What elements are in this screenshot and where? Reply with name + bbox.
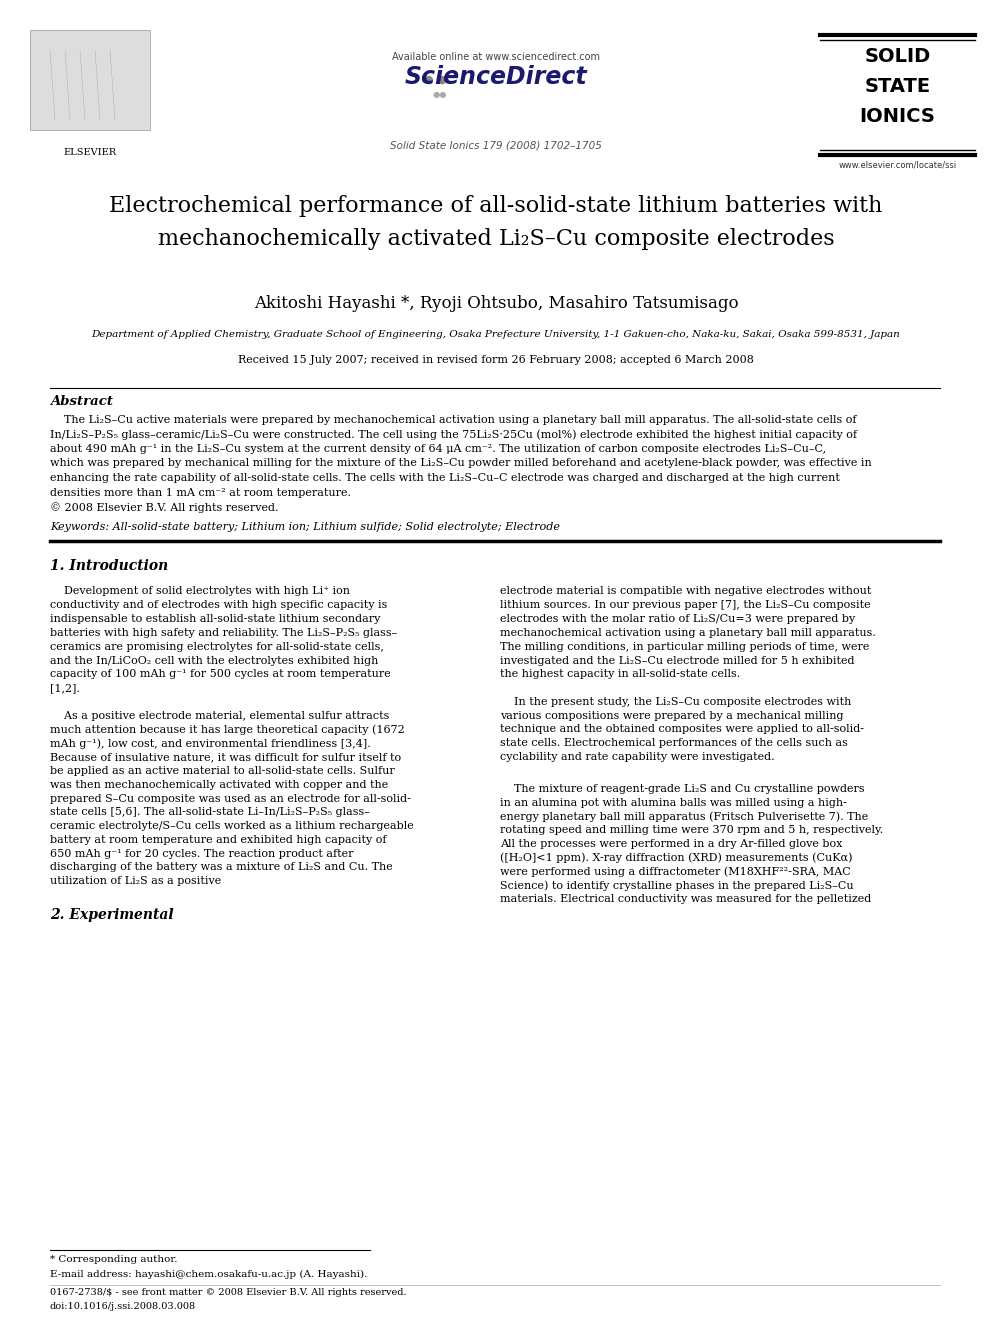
Bar xyxy=(30,30,150,130)
Text: electrode material is compatible with negative electrodes without: electrode material is compatible with ne… xyxy=(500,586,871,597)
Text: Keywords: All-solid-state battery; Lithium ion; Lithium sulfide; Solid electroly: Keywords: All-solid-state battery; Lithi… xyxy=(50,523,560,532)
Text: rotating speed and milling time were 370 rpm and 5 h, respectively.: rotating speed and milling time were 370… xyxy=(500,826,883,835)
Text: much attention because it has large theoretical capacity (1672: much attention because it has large theo… xyxy=(50,725,405,736)
Text: which was prepared by mechanical milling for the mixture of the Li₂S–Cu powder m: which was prepared by mechanical milling… xyxy=(50,459,872,468)
Text: battery at room temperature and exhibited high capacity of: battery at room temperature and exhibite… xyxy=(50,835,387,845)
Text: ●●: ●● xyxy=(433,90,447,99)
Text: and the In/LiCoO₂ cell with the electrolytes exhibited high: and the In/LiCoO₂ cell with the electrol… xyxy=(50,655,378,665)
Text: In the present study, the Li₂S–Cu composite electrodes with: In the present study, the Li₂S–Cu compos… xyxy=(500,697,851,706)
Text: 1. Introduction: 1. Introduction xyxy=(50,558,169,573)
Text: about 490 mAh g⁻¹ in the Li₂S–Cu system at the current density of 64 μA cm⁻². Th: about 490 mAh g⁻¹ in the Li₂S–Cu system … xyxy=(50,445,826,454)
Text: SOLID: SOLID xyxy=(864,48,930,66)
Text: Available online at www.sciencedirect.com: Available online at www.sciencedirect.co… xyxy=(392,52,600,62)
Text: be applied as an active material to all-solid-state cells. Sulfur: be applied as an active material to all-… xyxy=(50,766,395,775)
Text: technique and the obtained composites were applied to all-solid-: technique and the obtained composites we… xyxy=(500,725,864,734)
Text: Department of Applied Chemistry, Graduate School of Engineering, Osaka Prefectur: Department of Applied Chemistry, Graduat… xyxy=(91,329,901,339)
Text: enhancing the rate capability of all-solid-state cells. The cells with the Li₂S–: enhancing the rate capability of all-sol… xyxy=(50,474,840,483)
Text: Development of solid electrolytes with high Li⁺ ion: Development of solid electrolytes with h… xyxy=(50,586,350,597)
Text: Science) to identify crystalline phases in the prepared Li₂S–Cu: Science) to identify crystalline phases … xyxy=(500,881,854,892)
Text: The mixture of reagent-grade Li₂S and Cu crystalline powders: The mixture of reagent-grade Li₂S and Cu… xyxy=(500,785,865,794)
Text: ScienceDirect: ScienceDirect xyxy=(405,65,587,89)
Text: conductivity and of electrodes with high specific capacity is: conductivity and of electrodes with high… xyxy=(50,601,387,610)
Text: E-mail address: hayashi@chem.osakafu-u.ac.jp (A. Hayashi).: E-mail address: hayashi@chem.osakafu-u.a… xyxy=(50,1270,367,1279)
Text: mechanochemically activated Li₂S–Cu composite electrodes: mechanochemically activated Li₂S–Cu comp… xyxy=(158,228,834,250)
Text: [1,2].: [1,2]. xyxy=(50,683,80,693)
Text: prepared S–Cu composite was used as an electrode for all-solid-: prepared S–Cu composite was used as an e… xyxy=(50,794,411,803)
Text: IONICS: IONICS xyxy=(859,107,935,126)
Text: indispensable to establish all-solid-state lithium secondary: indispensable to establish all-solid-sta… xyxy=(50,614,380,624)
Text: ceramics are promising electrolytes for all-solid-state cells,: ceramics are promising electrolytes for … xyxy=(50,642,384,652)
Text: 0167-2738/$ - see front matter © 2008 Elsevier B.V. All rights reserved.: 0167-2738/$ - see front matter © 2008 El… xyxy=(50,1289,407,1297)
Text: © 2008 Elsevier B.V. All rights reserved.: © 2008 Elsevier B.V. All rights reserved… xyxy=(50,501,279,513)
Text: cyclability and rate capability were investigated.: cyclability and rate capability were inv… xyxy=(500,751,775,762)
Text: 650 mAh g⁻¹ for 20 cycles. The reaction product after: 650 mAh g⁻¹ for 20 cycles. The reaction … xyxy=(50,848,353,859)
Text: capacity of 100 mAh g⁻¹ for 500 cycles at room temperature: capacity of 100 mAh g⁻¹ for 500 cycles a… xyxy=(50,669,391,679)
Text: lithium sources. In our previous paper [7], the Li₂S–Cu composite: lithium sources. In our previous paper [… xyxy=(500,601,871,610)
Text: Received 15 July 2007; received in revised form 26 February 2008; accepted 6 Mar: Received 15 July 2007; received in revis… xyxy=(238,355,754,365)
Text: discharging of the battery was a mixture of Li₂S and Cu. The: discharging of the battery was a mixture… xyxy=(50,863,393,872)
Text: was then mechanochemically activated with copper and the: was then mechanochemically activated wit… xyxy=(50,779,388,790)
Text: * Corresponding author.: * Corresponding author. xyxy=(50,1256,178,1263)
Text: STATE: STATE xyxy=(864,77,930,97)
Text: state cells [5,6]. The all-solid-state Li–In/Li₂S–P₂S₅ glass–: state cells [5,6]. The all-solid-state L… xyxy=(50,807,370,818)
Text: densities more than 1 mA cm⁻² at room temperature.: densities more than 1 mA cm⁻² at room te… xyxy=(50,487,351,497)
Text: state cells. Electrochemical performances of the cells such as: state cells. Electrochemical performance… xyxy=(500,738,848,749)
Text: mechanochemical activation using a planetary ball mill apparatus.: mechanochemical activation using a plane… xyxy=(500,628,876,638)
Text: were performed using a diffractometer (M18XHF²²-SRA, MAC: were performed using a diffractometer (M… xyxy=(500,867,851,877)
Text: electrodes with the molar ratio of Li₂S/Cu=3 were prepared by: electrodes with the molar ratio of Li₂S/… xyxy=(500,614,855,624)
Text: in an alumina pot with alumina balls was milled using a high-: in an alumina pot with alumina balls was… xyxy=(500,798,847,808)
Text: the highest capacity in all-solid-state cells.: the highest capacity in all-solid-state … xyxy=(500,669,740,679)
Text: batteries with high safety and reliability. The Li₂S–P₂S₅ glass–: batteries with high safety and reliabili… xyxy=(50,628,397,638)
Text: The milling conditions, in particular milling periods of time, were: The milling conditions, in particular mi… xyxy=(500,642,869,652)
Text: materials. Electrical conductivity was measured for the pelletized: materials. Electrical conductivity was m… xyxy=(500,894,871,905)
Text: In/Li₂S–P₂S₅ glass–ceramic/Li₂S–Cu were constructed. The cell using the 75Li₂S·2: In/Li₂S–P₂S₅ glass–ceramic/Li₂S–Cu were … xyxy=(50,430,857,441)
Text: 2. Experimental: 2. Experimental xyxy=(50,908,174,922)
Text: Solid State Ionics 179 (2008) 1702–1705: Solid State Ionics 179 (2008) 1702–1705 xyxy=(390,140,602,149)
Text: various compositions were prepared by a mechanical milling: various compositions were prepared by a … xyxy=(500,710,843,721)
Text: ● ●: ● ● xyxy=(424,75,446,85)
Text: ELSEVIER: ELSEVIER xyxy=(63,148,117,157)
Text: All the processes were performed in a dry Ar-filled glove box: All the processes were performed in a dr… xyxy=(500,839,842,849)
Text: Because of insulative nature, it was difficult for sulfur itself to: Because of insulative nature, it was dif… xyxy=(50,751,401,762)
Text: investigated and the Li₂S–Cu electrode milled for 5 h exhibited: investigated and the Li₂S–Cu electrode m… xyxy=(500,655,854,665)
Text: Abstract: Abstract xyxy=(50,396,113,407)
Text: ceramic electrolyte/S–Cu cells worked as a lithium rechargeable: ceramic electrolyte/S–Cu cells worked as… xyxy=(50,822,414,831)
Text: doi:10.1016/j.ssi.2008.03.008: doi:10.1016/j.ssi.2008.03.008 xyxy=(50,1302,196,1311)
Text: utilization of Li₂S as a positive: utilization of Li₂S as a positive xyxy=(50,876,221,886)
Text: Electrochemical performance of all-solid-state lithium batteries with: Electrochemical performance of all-solid… xyxy=(109,194,883,217)
Text: The Li₂S–Cu active materials were prepared by mechanochemical activation using a: The Li₂S–Cu active materials were prepar… xyxy=(50,415,856,425)
Text: As a positive electrode material, elemental sulfur attracts: As a positive electrode material, elemen… xyxy=(50,710,390,721)
Text: Akitoshi Hayashi *, Ryoji Ohtsubo, Masahiro Tatsumisago: Akitoshi Hayashi *, Ryoji Ohtsubo, Masah… xyxy=(254,295,738,312)
Text: mAh g⁻¹), low cost, and environmental friendliness [3,4].: mAh g⁻¹), low cost, and environmental fr… xyxy=(50,738,371,749)
Text: energy planetary ball mill apparatus (Fritsch Pulverisette 7). The: energy planetary ball mill apparatus (Fr… xyxy=(500,811,868,822)
Text: www.elsevier.com/locate/ssi: www.elsevier.com/locate/ssi xyxy=(838,160,956,169)
Text: ([H₂O]<1 ppm). X-ray diffraction (XRD) measurements (CuKα): ([H₂O]<1 ppm). X-ray diffraction (XRD) m… xyxy=(500,853,852,864)
